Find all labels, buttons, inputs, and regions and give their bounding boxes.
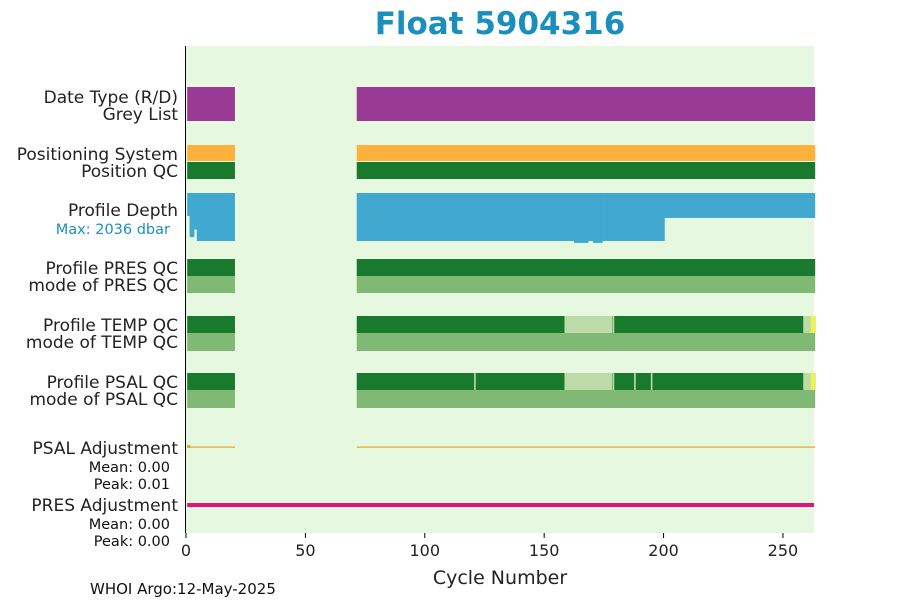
bar-profile-pres-qc-seg-2: [356, 259, 816, 276]
x-tick-label-0: 0: [181, 541, 191, 560]
label-mode-psal-qc: mode of PSAL QC: [29, 390, 178, 410]
bar-profile-depth-7: [585, 193, 596, 241]
bar-profile-psal-qc-probably-good-1: [564, 373, 613, 390]
label-pres-adjustment-mean: Mean: 0.00: [89, 517, 170, 533]
x-tick-label-250: 250: [768, 541, 799, 560]
chart-marks: [187, 87, 816, 507]
bar-position-qc-seg-1: [187, 162, 235, 179]
bar-profile-psal-qc-gap-1: [474, 373, 476, 390]
bar-profile-pres-qc-seg-1: [187, 259, 235, 276]
label-position-qc: Position QC: [81, 162, 178, 182]
label-profile-pres-qc: Profile PRES QC: [45, 259, 178, 279]
bar-profile-psal-qc-gap-3: [634, 373, 636, 390]
line-psal-adjustment-start-blip: [187, 445, 191, 448]
label-profile-temp-qc: Profile TEMP QC: [43, 316, 178, 336]
bar-mode-pres-qc-seg-1: [187, 276, 235, 293]
bar-mode-pres-qc-seg-2: [356, 276, 816, 293]
bar-mode-psal-qc-seg-2: [356, 390, 816, 408]
bar-profile-psal-qc-seg-1: [187, 373, 235, 390]
bar-profile-depth-3: [191, 193, 200, 230]
bar-profile-psal-qc-probably-good-2: [803, 373, 816, 390]
label-positioning-system: Positioning System: [17, 145, 178, 165]
label-date-type: Date Type (R/D): [44, 88, 178, 108]
bar-profile-depth-9: [600, 193, 610, 241]
line-pres-adjustment: [187, 503, 814, 507]
x-tick-label-100: 100: [410, 541, 441, 560]
bar-mode-temp-qc-seg-1: [187, 333, 235, 351]
chart-title: Float 5904316: [375, 6, 626, 42]
bar-profile-psal-qc-flag: [810, 373, 815, 390]
bar-mode-temp-qc-seg-2: [356, 333, 816, 351]
label-profile-depth: Profile Depth: [68, 201, 178, 221]
bar-positioning-system-seg-1: [187, 145, 235, 161]
bar-profile-temp-qc-gap-1: [612, 316, 615, 333]
label-mode-pres-qc: mode of PRES QC: [28, 276, 178, 296]
line-psal-adjustment-seg-1: [187, 446, 235, 448]
bar-profile-depth-5: [356, 193, 577, 241]
x-axis-label: Cycle Number: [433, 567, 567, 589]
label-profile-psal-qc: Profile PSAL QC: [47, 373, 178, 393]
bar-profile-temp-qc-seg-1: [187, 316, 235, 333]
label-psal-adjustment-peak: Peak: 0.01: [94, 477, 170, 493]
x-axis-ticks: 0 50 100 150 200 250: [181, 533, 798, 560]
footer-date: WHOI Argo:12-May-2025: [90, 580, 276, 598]
bar-date-type-seg-1: [187, 87, 235, 121]
label-pres-adjustment-peak: Peak: 0.00: [94, 534, 170, 550]
label-psal-adjustment-mean: Mean: 0.00: [89, 460, 170, 476]
bar-profile-temp-qc-flag: [810, 316, 815, 333]
bar-profile-depth-8: [593, 193, 603, 243]
bar-date-type-seg-2: [356, 87, 816, 121]
x-tick-label-50: 50: [295, 541, 315, 560]
x-tick-label-200: 200: [648, 541, 679, 560]
bar-profile-psal-qc-gap-2: [612, 373, 615, 390]
bar-mode-psal-qc-seg-1: [187, 390, 235, 408]
bar-profile-psal-qc-gap-4: [650, 373, 653, 390]
bar-profile-depth-11: [662, 193, 816, 218]
bar-profile-temp-qc-probably-good-2: [803, 316, 816, 333]
bar-profile-depth-10: [607, 193, 665, 241]
bar-profile-temp-qc-probably-good-1: [564, 316, 613, 333]
x-tick-label-150: 150: [529, 541, 560, 560]
label-grey-list: Grey List: [103, 105, 179, 125]
bar-profile-depth-6: [574, 193, 589, 243]
bar-positioning-system-seg-2: [356, 145, 816, 161]
label-psal-adjustment: PSAL Adjustment: [33, 439, 179, 459]
label-mode-temp-qc: mode of TEMP QC: [26, 333, 178, 353]
line-psal-adjustment-seg-2: [356, 446, 816, 448]
bar-position-qc-seg-2: [356, 162, 816, 179]
label-pres-adjustment: PRES Adjustment: [31, 496, 178, 516]
bar-profile-depth-4: [196, 193, 235, 241]
label-profile-depth-max: Max: 2036 dbar: [56, 222, 170, 238]
